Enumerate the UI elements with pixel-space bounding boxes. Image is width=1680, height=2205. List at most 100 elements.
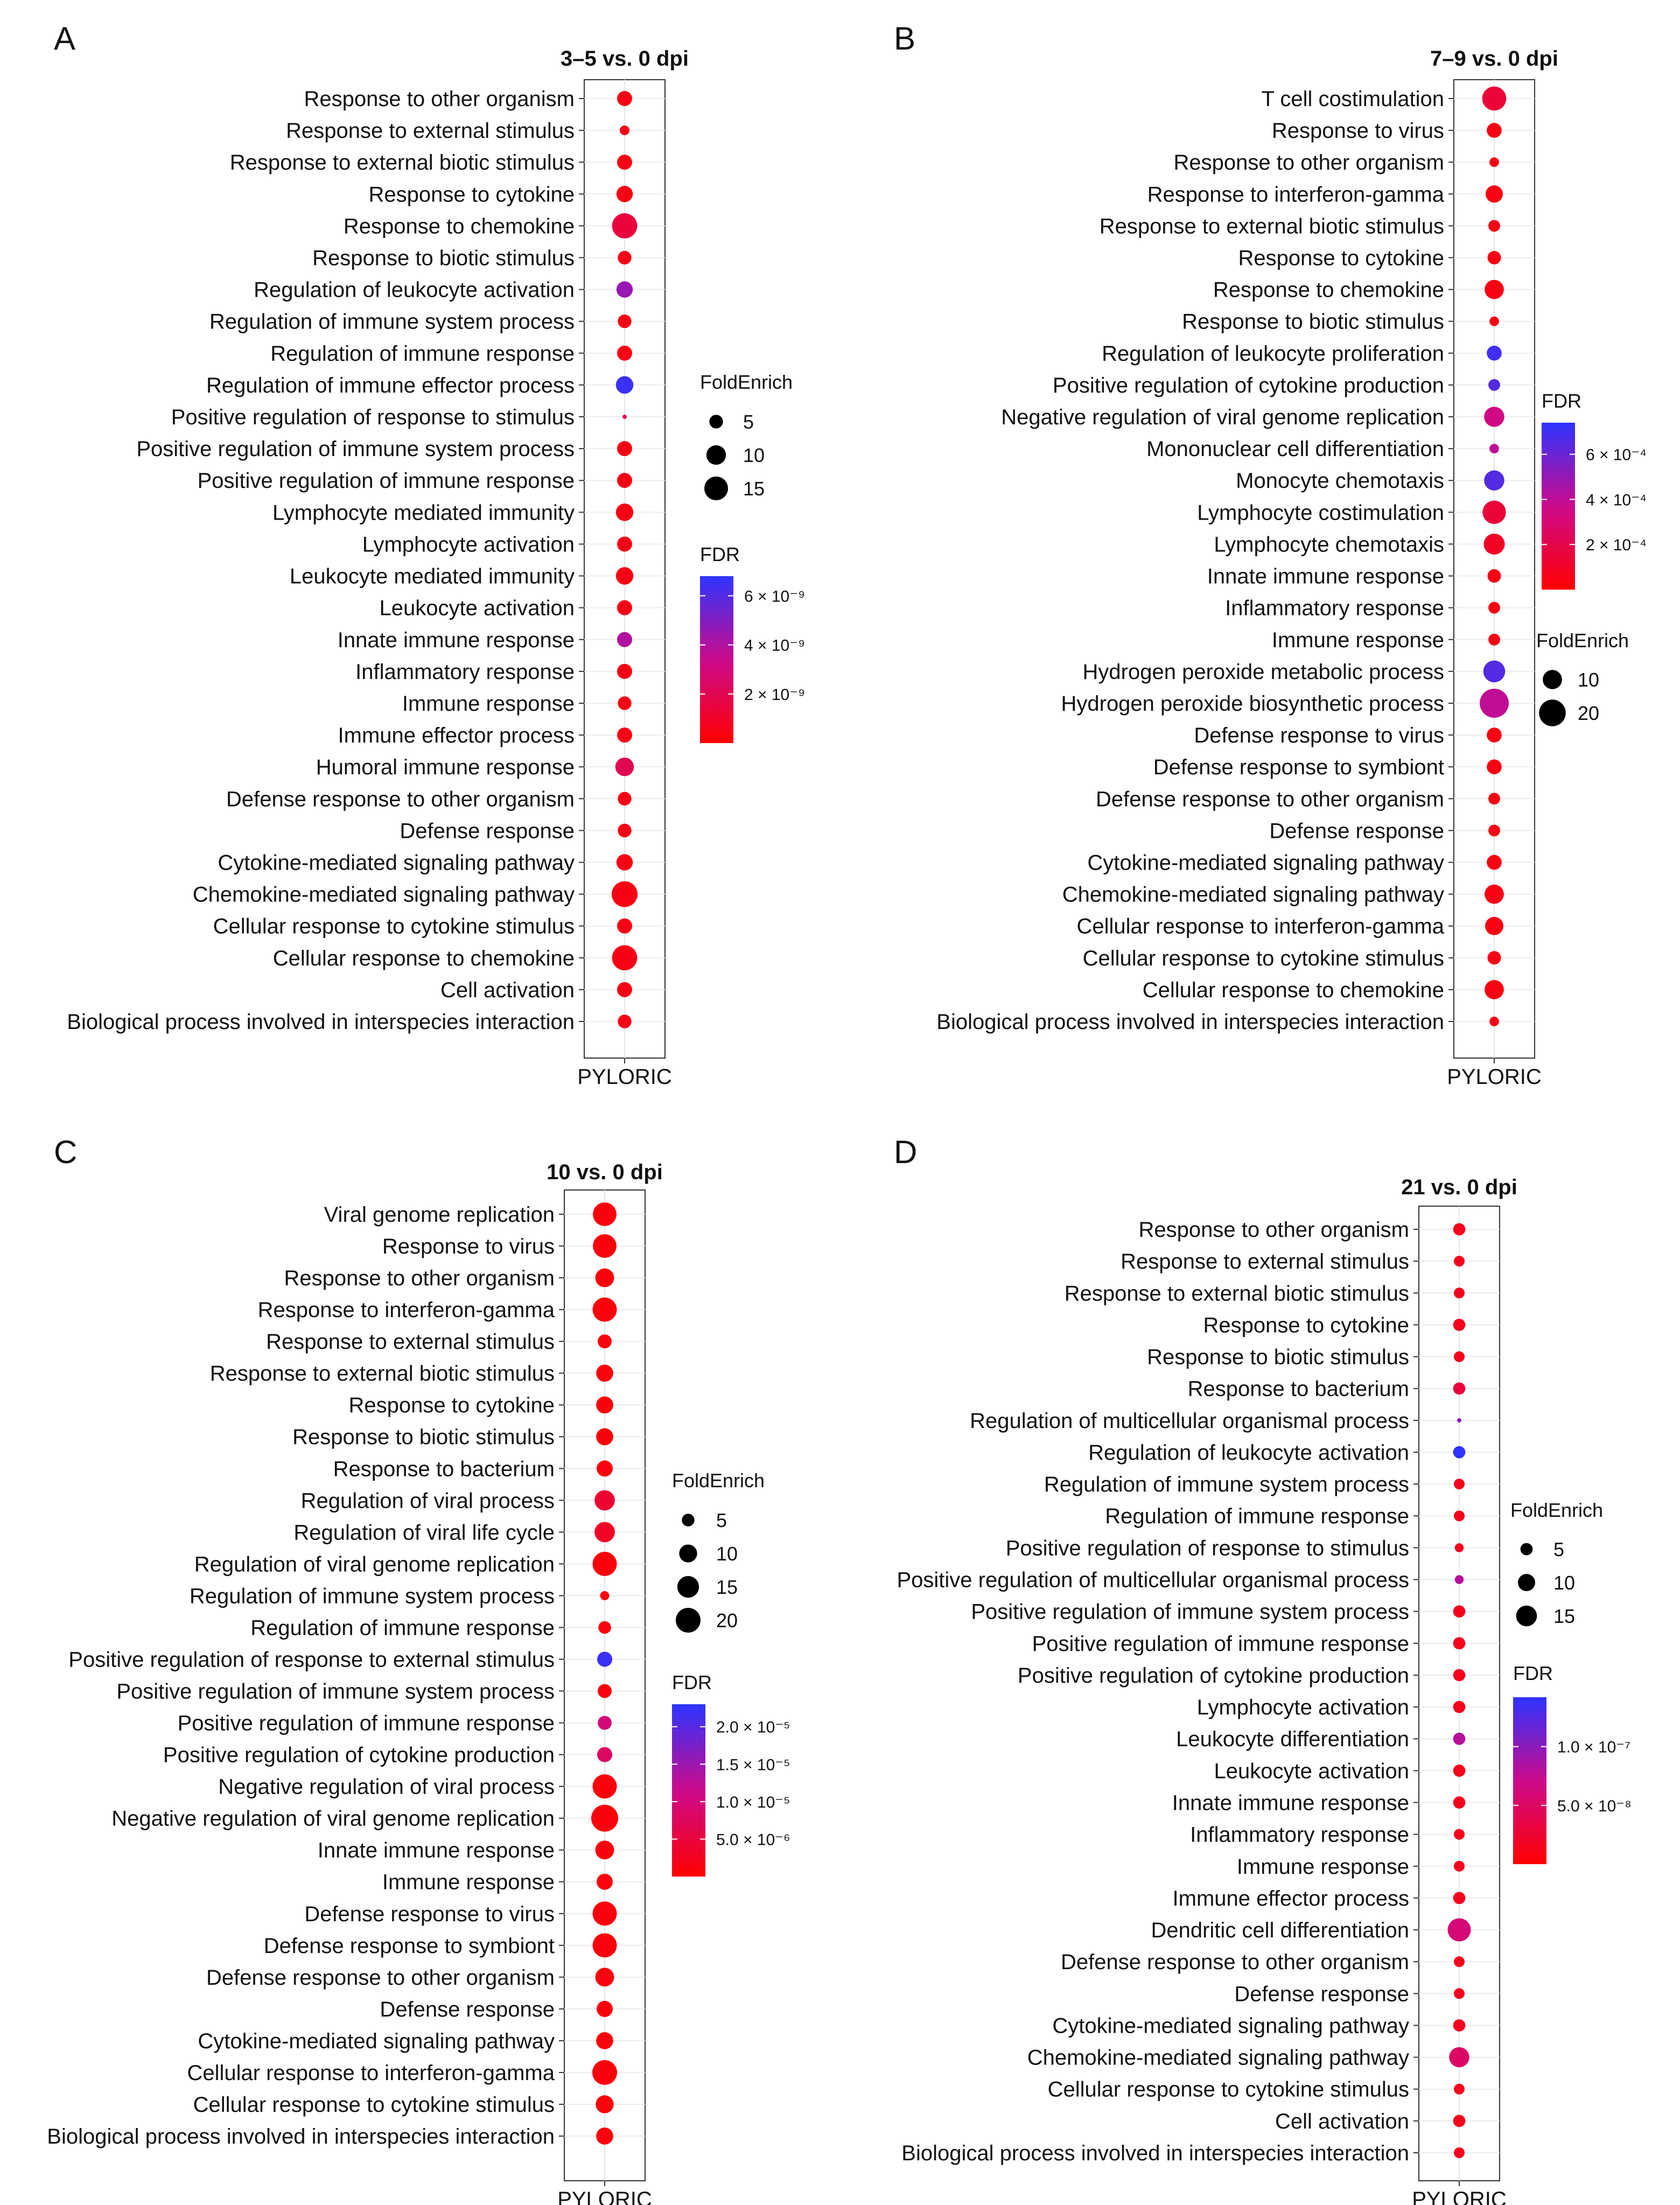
y-tick-label: Regulation of immune response — [1105, 1504, 1409, 1528]
data-point — [1488, 220, 1500, 232]
data-point — [596, 2032, 613, 2049]
color-legend-bar — [1513, 1697, 1546, 1864]
data-point — [592, 1901, 617, 1926]
data-point — [1487, 346, 1502, 361]
data-point — [596, 1364, 613, 1382]
data-point — [612, 881, 638, 907]
data-point — [593, 1202, 617, 1226]
color-legend-bar — [1542, 423, 1575, 590]
y-tick-label: Defense response — [400, 819, 575, 843]
data-point — [592, 1551, 617, 1576]
data-point — [1483, 533, 1505, 555]
chart-title: 21 vs. 0 dpi — [1401, 1175, 1517, 1199]
size-legend-dot — [704, 476, 729, 501]
y-tick-label: Biological process involved in interspec… — [901, 2141, 1409, 2165]
y-tick-label: Inflammatory response — [355, 660, 575, 684]
y-tick-label: Immune response — [1237, 1855, 1409, 1879]
size-legend-label: 20 — [1578, 702, 1599, 724]
size-legend-dot — [1516, 1605, 1537, 1627]
data-point — [617, 982, 632, 997]
y-tick-label: Response to cytokine — [1203, 1313, 1409, 1337]
data-point — [617, 632, 632, 647]
y-tick-label: Defense response to symbiont — [1153, 755, 1444, 779]
x-tick-label: PYLORIC — [577, 1065, 672, 1089]
y-tick-label: Regulation of immune system process — [1044, 1473, 1409, 1496]
y-tick-label: Immune response — [382, 1871, 555, 1894]
data-point — [1454, 1988, 1465, 1999]
data-point — [618, 1014, 632, 1028]
y-tick-label: Inflammatory response — [1225, 597, 1444, 620]
y-tick-label: Regulation of viral process — [301, 1489, 555, 1513]
y-tick-label: Regulation of multicellular organismal p… — [970, 1409, 1409, 1433]
y-tick-label: Cytokine-mediated signaling pathway — [218, 851, 575, 874]
data-point — [592, 2060, 617, 2085]
data-point — [596, 2127, 613, 2145]
data-point — [1454, 1956, 1465, 1968]
y-tick-label: Response to cytokine — [1238, 247, 1444, 270]
y-tick-label: Response to external biotic stimulus — [230, 151, 575, 174]
size-legend-title: FoldEnrich — [1510, 1499, 1603, 1521]
data-point — [594, 1490, 615, 1511]
color-legend-label: 2 × 10⁻⁹ — [744, 686, 805, 704]
y-tick-label: Humoral immune response — [316, 755, 575, 779]
data-point — [596, 1396, 613, 1414]
size-legend-label: 5 — [1553, 1538, 1564, 1560]
y-tick-label: Response to biotic stimulus — [292, 1425, 555, 1449]
y-tick-label: Inflammatory response — [1190, 1823, 1409, 1847]
size-legend-dot — [706, 445, 726, 465]
y-tick-label: Positive regulation of cytokine producti… — [163, 1744, 555, 1767]
data-point — [1447, 1918, 1471, 1942]
data-point — [1453, 1764, 1466, 1777]
data-point — [1454, 1543, 1464, 1552]
data-point — [1454, 1479, 1465, 1490]
y-tick-label: Defense response to symbiont — [264, 1934, 555, 1958]
y-tick-label: Biological process involved in interspec… — [67, 1010, 575, 1034]
y-tick-label: Dendritic cell differentiation — [1151, 1919, 1409, 1942]
y-tick-label: Negative regulation of viral process — [218, 1775, 555, 1799]
data-point — [1453, 1446, 1466, 1459]
y-tick-label: Lymphocyte activation — [362, 533, 575, 556]
panel-b: B 7–9 vs. 0 dpi T cell costimulation Respon… — [840, 0, 1680, 1102]
data-point — [1485, 916, 1503, 935]
data-point — [595, 1268, 614, 1287]
data-point — [1489, 1017, 1499, 1026]
y-tick-label: Cell activation — [1275, 2110, 1409, 2133]
y-tick-label: Cytokine-mediated signaling pathway — [198, 2029, 555, 2053]
y-tick-label: Negative regulation of viral genome repl… — [111, 1807, 555, 1831]
y-tick-label: Response to external biotic stimulus — [210, 1362, 555, 1385]
data-point — [1453, 1319, 1466, 1331]
y-tick-label: Response to interferon-gamma — [258, 1298, 555, 1322]
y-tick-label: Regulation of immune system process — [209, 310, 575, 334]
y-tick-label: Defense response to other organism — [206, 1966, 555, 1990]
y-tick-label: Response to interferon-gamma — [1147, 183, 1445, 206]
y-tick-label: Mononuclear cell differentiation — [1146, 437, 1444, 461]
data-point — [617, 155, 632, 170]
data-point — [1487, 569, 1501, 583]
data-point — [1453, 1700, 1466, 1713]
data-point — [1454, 2147, 1465, 2158]
y-tick-label: Defense response — [1269, 819, 1444, 843]
size-legend-label: 5 — [716, 1509, 727, 1531]
y-tick-label: Regulation of viral life cycle — [293, 1521, 555, 1544]
data-point — [1482, 500, 1506, 524]
size-legend-label: 15 — [1553, 1605, 1575, 1627]
y-tick-label: Lymphocyte chemotaxis — [1214, 533, 1444, 556]
panel-content: D 21 vs. 0 dpi Response to other organism R… — [894, 1134, 1632, 2205]
y-tick-label: Chemokine-mediated signaling pathway — [1062, 883, 1444, 907]
data-point — [1482, 86, 1507, 111]
data-point — [615, 376, 634, 394]
data-point — [1485, 185, 1503, 203]
data-point — [1484, 407, 1504, 427]
data-point — [618, 314, 632, 328]
data-point — [1487, 727, 1502, 743]
y-tick-label: Leukocyte activation — [1214, 1759, 1409, 1783]
data-point — [1480, 688, 1509, 718]
data-point — [597, 1873, 613, 1890]
data-point — [1487, 951, 1501, 965]
y-tick-label: Viral genome replication — [324, 1203, 555, 1227]
x-tick-label: PYLORIC — [1447, 1065, 1542, 1089]
panel-a: A 3–5 vs. 0 dpi Response to other organism… — [0, 0, 840, 1102]
data-point — [612, 945, 638, 971]
color-legend-title: FDR — [672, 1671, 712, 1693]
y-tick-label: Response to other organism — [284, 1266, 555, 1290]
